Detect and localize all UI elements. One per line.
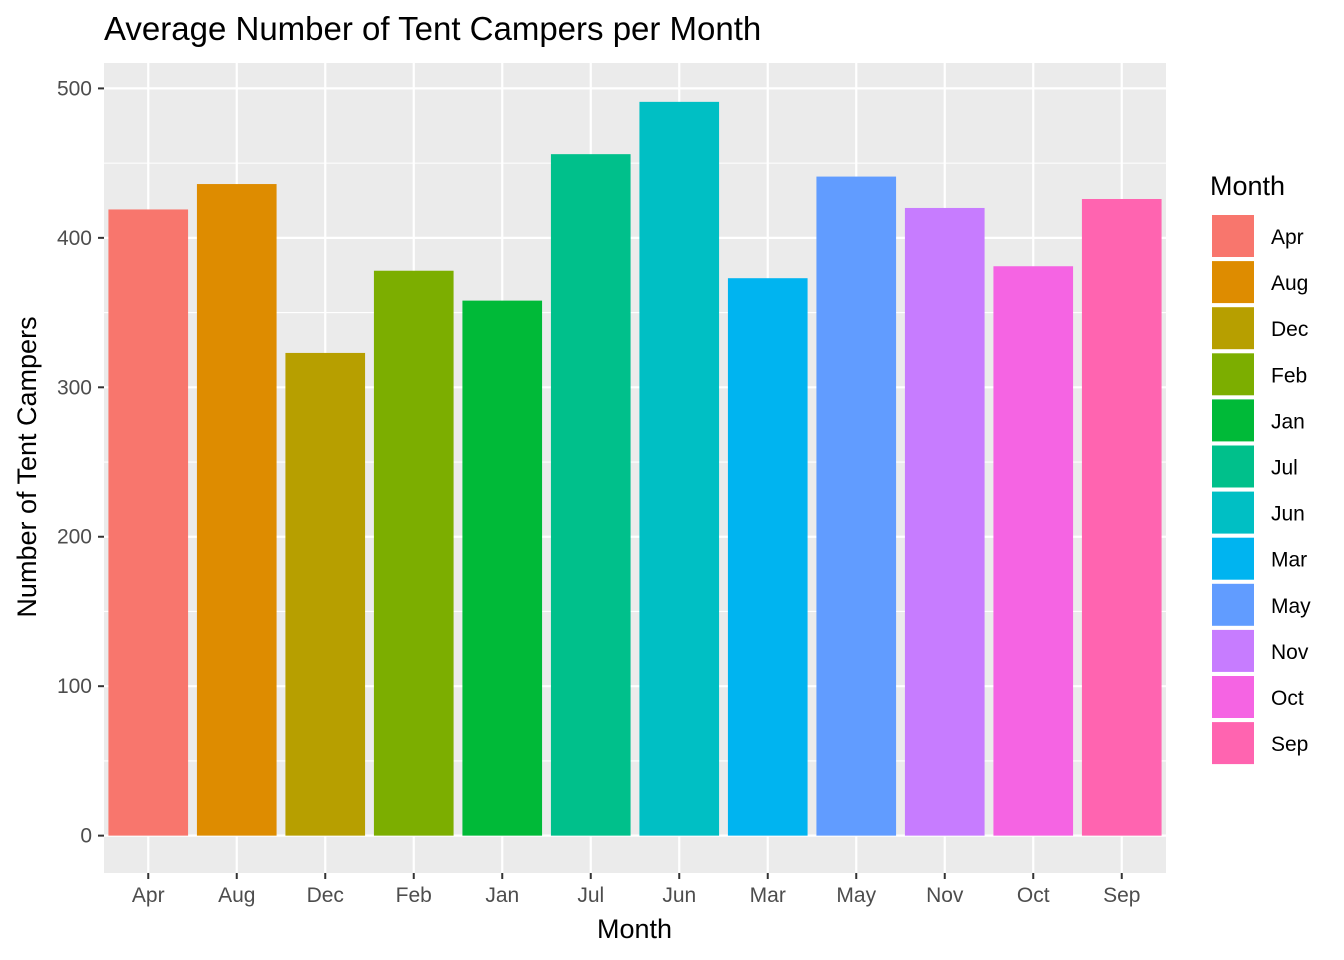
x-tick-label: Nov	[926, 884, 964, 907]
legend-label: Oct	[1271, 687, 1304, 710]
legend-swatch	[1212, 261, 1254, 304]
legend-swatch	[1212, 583, 1254, 626]
x-tick-label: Dec	[307, 884, 344, 907]
legend-label: Mar	[1271, 549, 1307, 572]
x-tick-label: Jun	[662, 884, 696, 907]
legend-label: Dec	[1271, 318, 1308, 341]
chart-title: Average Number of Tent Campers per Month	[104, 10, 761, 47]
x-tick-label: Sep	[1103, 884, 1140, 907]
bar-may	[816, 176, 897, 836]
legend: Month Apr Aug Dec Feb Jan Jul Jun Mar May Nov Oct S…	[1210, 171, 1311, 765]
bar-jun	[639, 101, 720, 836]
legend-label: Jun	[1271, 503, 1305, 526]
legend-swatch	[1212, 307, 1254, 350]
y-tick-label: 300	[57, 376, 92, 399]
x-tick-label: Oct	[1017, 884, 1050, 907]
bar-aug	[196, 184, 277, 836]
legend-swatch	[1212, 445, 1254, 488]
y-axis: 0 100 200 300 400 500	[57, 77, 104, 848]
legend-label: Nov	[1271, 641, 1309, 664]
x-axis: Apr Aug Dec Feb Jan Jul Jun Mar May Nov Oct Sep	[132, 873, 1140, 907]
y-tick-label: 0	[80, 825, 92, 848]
legend-swatch	[1212, 722, 1254, 765]
x-tick-label: Aug	[218, 884, 255, 907]
bar-feb	[373, 270, 454, 836]
y-axis-title: Number of Tent Campers	[12, 316, 42, 617]
x-tick-label: Mar	[750, 884, 786, 907]
y-tick-label: 500	[57, 77, 92, 100]
legend-label: Feb	[1271, 364, 1307, 387]
legend-swatch	[1212, 676, 1254, 718]
x-tick-label: Jan	[485, 884, 519, 907]
bar-jul	[550, 154, 631, 836]
legend-swatch	[1212, 491, 1254, 534]
legend-label: Aug	[1271, 272, 1308, 295]
y-tick-label: 200	[57, 526, 92, 549]
bar-jan	[462, 300, 543, 836]
bar-dec	[285, 352, 366, 836]
x-axis-title: Month	[597, 914, 672, 944]
legend-label: Apr	[1271, 226, 1304, 249]
legend-label: Jul	[1271, 457, 1298, 480]
panel-background	[104, 63, 1166, 873]
bar-mar	[727, 278, 808, 836]
x-tick-label: Apr	[132, 884, 165, 907]
y-tick-label: 400	[57, 227, 92, 250]
bars	[108, 101, 1162, 836]
bar-oct	[993, 266, 1074, 836]
bar-sep	[1081, 198, 1162, 836]
legend-swatch	[1212, 399, 1254, 442]
legend-label: Jan	[1271, 410, 1305, 433]
bar-nov	[904, 207, 985, 836]
legend-title: Month	[1210, 171, 1285, 201]
legend-swatch	[1212, 537, 1254, 580]
legend-swatch	[1212, 629, 1254, 672]
y-tick-label: 100	[57, 675, 92, 698]
legend-swatch	[1212, 353, 1254, 396]
legend-label: Sep	[1271, 733, 1308, 756]
x-tick-label: Jul	[577, 884, 604, 907]
bar-apr	[108, 209, 189, 836]
x-tick-label: May	[836, 884, 876, 907]
legend-swatch	[1212, 215, 1254, 257]
x-tick-label: Feb	[396, 884, 432, 907]
legend-label: May	[1271, 595, 1311, 618]
